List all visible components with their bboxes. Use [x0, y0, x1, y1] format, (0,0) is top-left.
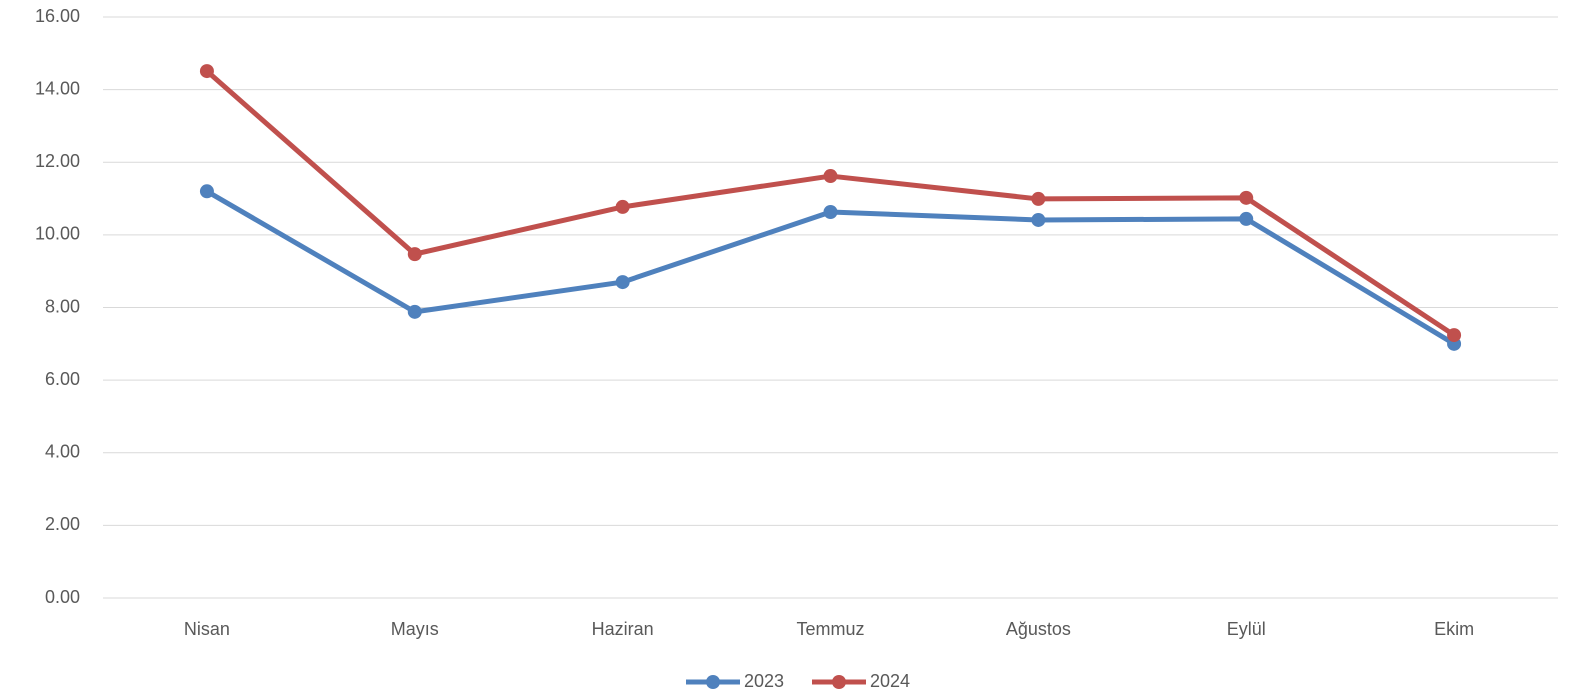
y-tick-label: 10.00 — [35, 224, 80, 244]
x-tick-label: Eylül — [1227, 619, 1266, 639]
legend-label: 2023 — [744, 671, 784, 691]
y-tick-label: 14.00 — [35, 78, 80, 98]
y-tick-label: 6.00 — [45, 369, 80, 389]
data-point — [1239, 190, 1254, 205]
legend-marker — [832, 675, 846, 689]
data-point — [199, 184, 214, 199]
y-tick-label: 2.00 — [45, 514, 80, 534]
y-tick-label: 16.00 — [35, 6, 80, 26]
legend-label: 2024 — [870, 671, 910, 691]
x-tick-label: Ağustos — [1006, 619, 1071, 639]
data-point — [1239, 211, 1254, 226]
data-point — [199, 64, 214, 79]
data-point — [407, 304, 422, 319]
x-tick-label: Mayıs — [391, 619, 439, 639]
x-tick-label: Haziran — [592, 619, 654, 639]
y-tick-label: 8.00 — [45, 296, 80, 316]
x-tick-label: Nisan — [184, 619, 230, 639]
legend-marker — [706, 675, 720, 689]
data-point — [1031, 212, 1046, 227]
y-tick-label: 4.00 — [45, 442, 80, 462]
data-point — [1031, 191, 1046, 206]
x-tick-label: Temmuz — [796, 619, 864, 639]
y-tick-label: 0.00 — [45, 587, 80, 607]
y-tick-label: 12.00 — [35, 151, 80, 171]
x-tick-label: Ekim — [1434, 619, 1474, 639]
data-point — [615, 275, 630, 290]
data-point — [823, 204, 838, 219]
data-point — [407, 247, 422, 262]
data-point — [823, 169, 838, 184]
series-line — [205, 69, 1456, 338]
data-point — [1447, 328, 1462, 343]
data-point — [615, 199, 630, 214]
